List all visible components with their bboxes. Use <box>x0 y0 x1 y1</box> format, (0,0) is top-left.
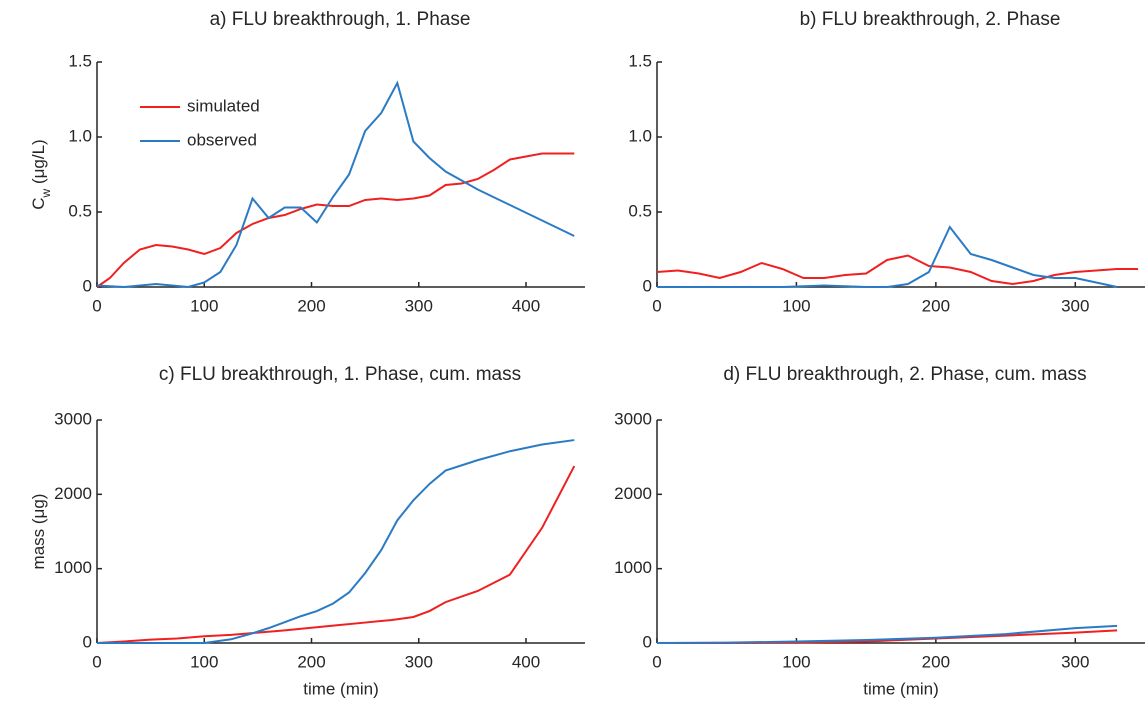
x-tick-label: 400 <box>512 652 540 671</box>
series-line <box>96 152 575 288</box>
x-tick-label: 100 <box>190 296 218 315</box>
x-axis-label: time (min) <box>863 679 939 698</box>
x-tick-label: 100 <box>782 296 810 315</box>
x-tick-label: 300 <box>405 652 433 671</box>
x-tick-label: 0 <box>92 296 101 315</box>
x-tick-label: 300 <box>1061 652 1089 671</box>
series-line <box>97 439 575 644</box>
y-axis-label: mass (μg) <box>29 494 48 570</box>
y-tick-label: 1000 <box>54 558 92 577</box>
y-tick-label: 1.0 <box>628 126 652 145</box>
x-tick-label: 100 <box>190 652 218 671</box>
y-axis-label: Cw (μg/L) <box>29 139 53 209</box>
series-line <box>657 629 1118 644</box>
y-axis-label-part: C <box>29 197 48 209</box>
y-tick-label: 0.5 <box>628 201 652 220</box>
y-tick-label: 0.5 <box>68 201 92 220</box>
y-tick-label: 3000 <box>614 409 652 428</box>
chart-title: b) FLU breakthrough, 2. Phase <box>800 9 1061 30</box>
x-tick-label: 100 <box>782 652 810 671</box>
y-tick-label: 2000 <box>614 484 652 503</box>
x-tick-label: 300 <box>405 296 433 315</box>
legend-label: simulated <box>187 96 260 115</box>
x-tick-label: 0 <box>652 652 661 671</box>
y-tick-label: 3000 <box>54 409 92 428</box>
y-tick-label: 0 <box>643 276 652 295</box>
series-line <box>656 624 1118 644</box>
y-axis-label-part: w <box>39 188 53 198</box>
chart-title: d) FLU breakthrough, 2. Phase, cum. mass <box>723 364 1086 385</box>
series-line <box>657 225 1118 288</box>
y-tick-label: 2000 <box>54 484 92 503</box>
x-tick-label: 200 <box>297 652 325 671</box>
x-tick-label: 200 <box>922 296 950 315</box>
y-tick-label: 1000 <box>614 558 652 577</box>
chart-title: c) FLU breakthrough, 1. Phase, cum. mass <box>159 364 521 385</box>
y-tick-label: 1.5 <box>628 51 652 70</box>
y-tick-label: 0 <box>83 632 92 651</box>
x-tick-label: 200 <box>922 652 950 671</box>
x-tick-label: 200 <box>297 296 325 315</box>
legend-label: observed <box>187 130 257 149</box>
x-tick-label: 300 <box>1061 296 1089 315</box>
series-line <box>96 80 575 289</box>
chart-title: a) FLU breakthrough, 1. Phase <box>210 9 471 30</box>
y-axis-label-part: mass (μg) <box>29 494 48 570</box>
x-axis-label: time (min) <box>303 679 379 698</box>
y-axis-label-part: (μg/L) <box>29 139 48 188</box>
x-tick-label: 400 <box>512 296 540 315</box>
x-tick-label: 0 <box>92 652 101 671</box>
y-tick-label: 1.0 <box>68 126 92 145</box>
series-line <box>656 254 1139 286</box>
y-tick-label: 0 <box>83 276 92 295</box>
x-tick-label: 0 <box>652 296 661 315</box>
y-tick-label: 1.5 <box>68 51 92 70</box>
y-tick-label: 0 <box>643 632 652 651</box>
series-line <box>96 465 576 644</box>
